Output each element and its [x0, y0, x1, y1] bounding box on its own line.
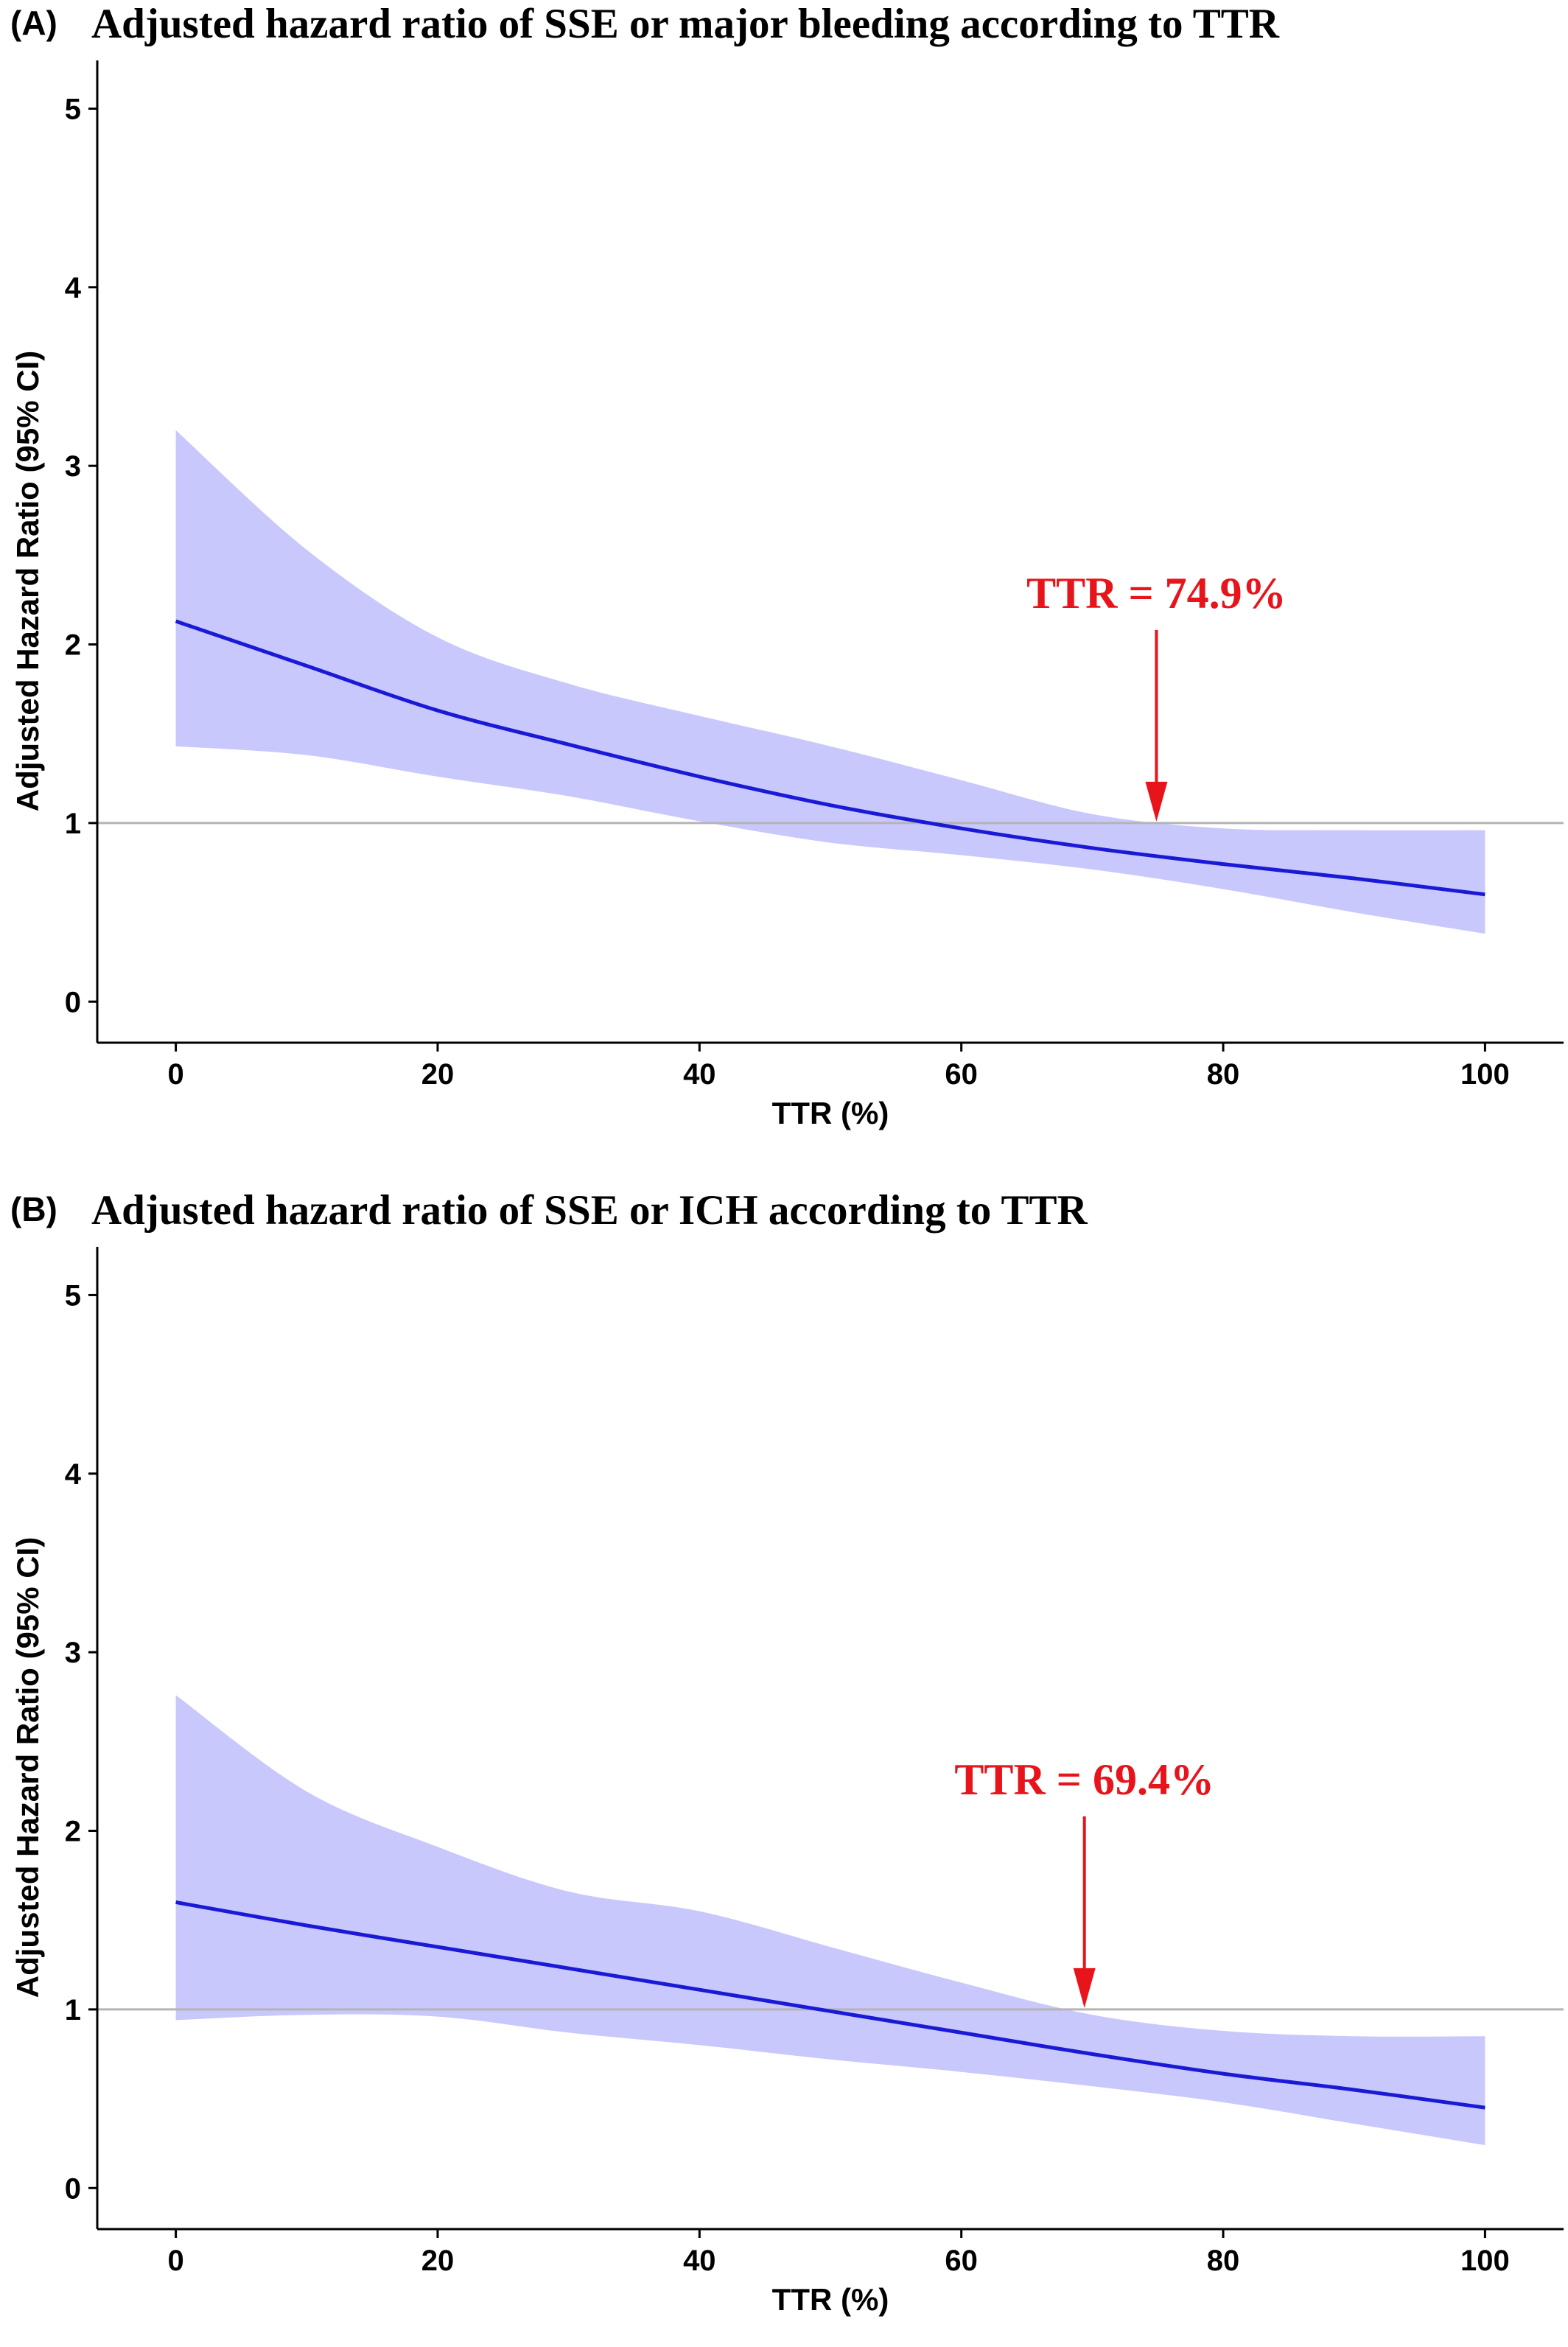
x-tick-label: 80	[1207, 2245, 1240, 2277]
x-tick-label: 60	[945, 2245, 978, 2277]
confidence-band	[175, 430, 1485, 934]
plot-area: 0 1 2 3 4 5 0 20 40 60 80 100 TTR (%) Adjusted Hazard…	[10, 1247, 1564, 2317]
x-tick-label: 40	[683, 1058, 716, 1091]
x-tick-label: 60	[945, 1058, 978, 1091]
chart-title: Adjusted hazard ratio of SSE or major bl…	[91, 1, 1279, 47]
annotation-label: TTR = 69.4%	[954, 1755, 1214, 1804]
x-tick-label: 20	[421, 1058, 455, 1091]
x-tick-label: 80	[1207, 1058, 1240, 1091]
series-line-estimate	[175, 1900, 1485, 2110]
y-tick-label: 5	[65, 1279, 81, 1312]
y-tick-label: 1	[65, 1994, 81, 2026]
x-tick-label: 20	[421, 2245, 455, 2277]
y-tick-label: 0	[65, 2172, 81, 2205]
chart-panel-a: (A) Adjusted hazard ratio of SSE or majo…	[0, 0, 1568, 1161]
x-axis-title: TTR (%)	[772, 2282, 889, 2317]
y-tick-label: 0	[65, 986, 81, 1018]
chart-title: Adjusted hazard ratio of SSE or ICH acco…	[91, 1187, 1088, 1234]
y-axis-title: Adjusted Hazard Ratio (95% CI)	[10, 351, 45, 811]
y-tick-label: 2	[65, 629, 81, 662]
y-tick-label: 1	[65, 808, 81, 840]
annotation-arrowhead	[1145, 781, 1168, 822]
panel-label: (B)	[10, 1190, 57, 1228]
y-tick-label: 4	[65, 1458, 82, 1491]
y-tick-label: 3	[65, 450, 81, 483]
y-tick-label: 3	[65, 1637, 81, 1669]
panel-label: (A)	[10, 4, 57, 42]
x-tick-label: 40	[683, 2245, 716, 2277]
series-line-estimate	[175, 619, 1485, 897]
annotation-label: TTR = 74.9%	[1026, 569, 1287, 618]
plot-area: 0 1 2 3 4 5 0 20 40 60 80 100 TTR (%) Adjusted Hazard…	[10, 60, 1564, 1130]
x-axis-title: TTR (%)	[772, 1096, 889, 1130]
y-tick-label: 2	[65, 1816, 81, 1848]
confidence-band	[175, 1695, 1485, 2146]
y-tick-label: 5	[65, 93, 81, 125]
x-tick-label: 0	[167, 2245, 183, 2277]
y-tick-label: 4	[65, 272, 82, 304]
x-tick-label: 100	[1460, 1058, 1510, 1091]
chart-panel-b: (B) Adjusted hazard ratio of SSE or ICH …	[0, 1186, 1568, 2347]
x-tick-label: 0	[167, 1058, 183, 1091]
annotation-arrowhead	[1073, 1968, 1096, 2008]
x-tick-label: 100	[1460, 2245, 1510, 2277]
y-axis-title: Adjusted Hazard Ratio (95% CI)	[10, 1537, 45, 1998]
